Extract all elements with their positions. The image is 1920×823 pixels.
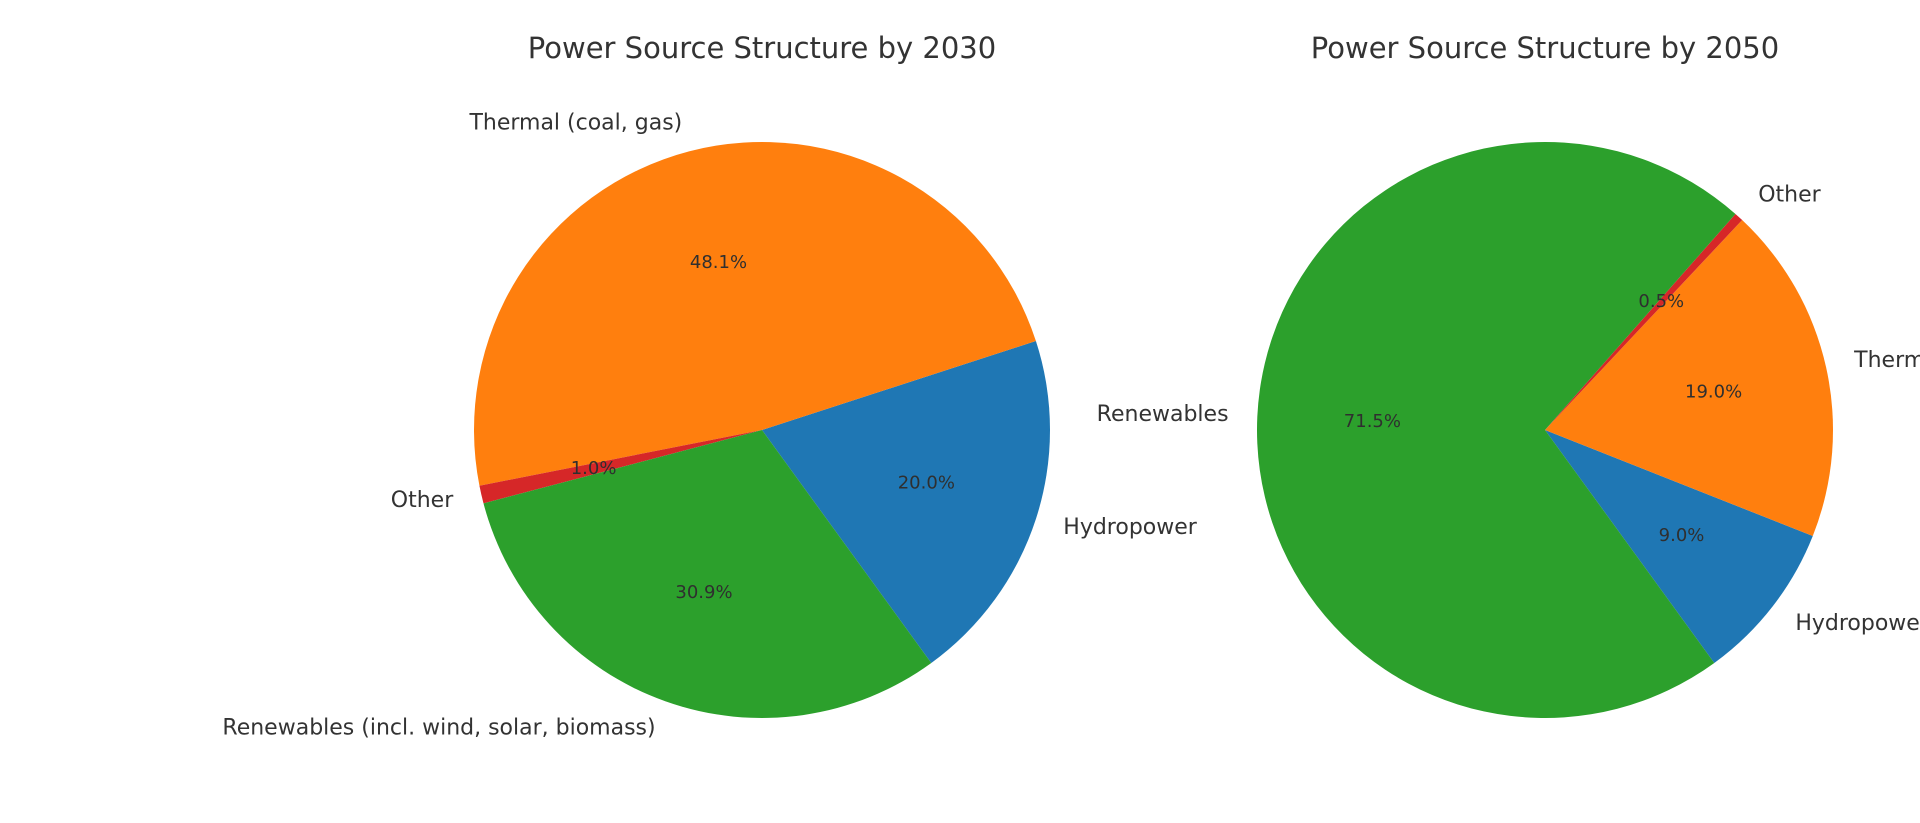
pie-chart-2030: Power Source Structure by 2030 20.0% Hydr…	[222, 31, 1197, 740]
pie-slice-other	[1545, 213, 1743, 430]
pie-labels-2050: 9.0% Hydropower 19.0% Thermal (coal, gas) 0.…	[1097, 183, 1920, 636]
pct-label-renewables: 71.5%	[1344, 411, 1401, 432]
pie-slice-renewables	[1257, 142, 1736, 718]
chart-title-2030: Power Source Structure by 2030	[528, 31, 996, 65]
pct-label-hydropower: 20.0%	[898, 472, 955, 493]
slice-label-renewables: Renewables	[1097, 402, 1229, 427]
slice-label-hydropower: Hydropower	[1063, 515, 1198, 540]
chart-title-2050: Power Source Structure by 2050	[1311, 31, 1779, 65]
pie-slices-2030	[473, 141, 1050, 719]
pct-label-other: 1.0%	[571, 458, 617, 479]
pie-slice-renewables-incl-wind-solar-biomass	[483, 430, 932, 719]
pie-slices-2050	[1257, 142, 1833, 718]
slice-label-thermal-coal-gas: Thermal (coal, gas)	[1853, 348, 1920, 373]
pie-slice-hydropower	[1545, 430, 1813, 663]
slice-label-thermal-coal-gas: Thermal (coal, gas)	[468, 110, 682, 135]
slice-label-renewables-incl-wind-solar-biomass: Renewables (incl. wind, solar, biomass)	[222, 715, 655, 740]
pie-slice-other	[479, 430, 762, 504]
pct-label-thermal-coal-gas: 48.1%	[690, 252, 747, 273]
slice-label-hydropower: Hydropower	[1795, 611, 1920, 636]
pie-slice-hydropower	[762, 341, 1050, 663]
pct-label-renewables-incl-wind-solar-biomass: 30.9%	[675, 582, 732, 603]
pie-slice-thermal-coal-gas	[1545, 220, 1833, 537]
slice-label-other: Other	[1758, 183, 1821, 208]
pct-label-thermal-coal-gas: 19.0%	[1685, 381, 1742, 402]
pct-label-other: 0.5%	[1638, 291, 1684, 312]
pie-chart-2050: Power Source Structure by 2050 9.0% Hydro…	[1097, 31, 1920, 718]
pie-labels-2030: 20.0% Hydropower 48.1% Thermal (coal, gas) 1…	[222, 110, 1197, 740]
pct-label-hydropower: 9.0%	[1659, 525, 1705, 546]
pie-slice-thermal-coal-gas	[473, 141, 1036, 486]
slice-label-other: Other	[391, 488, 454, 513]
